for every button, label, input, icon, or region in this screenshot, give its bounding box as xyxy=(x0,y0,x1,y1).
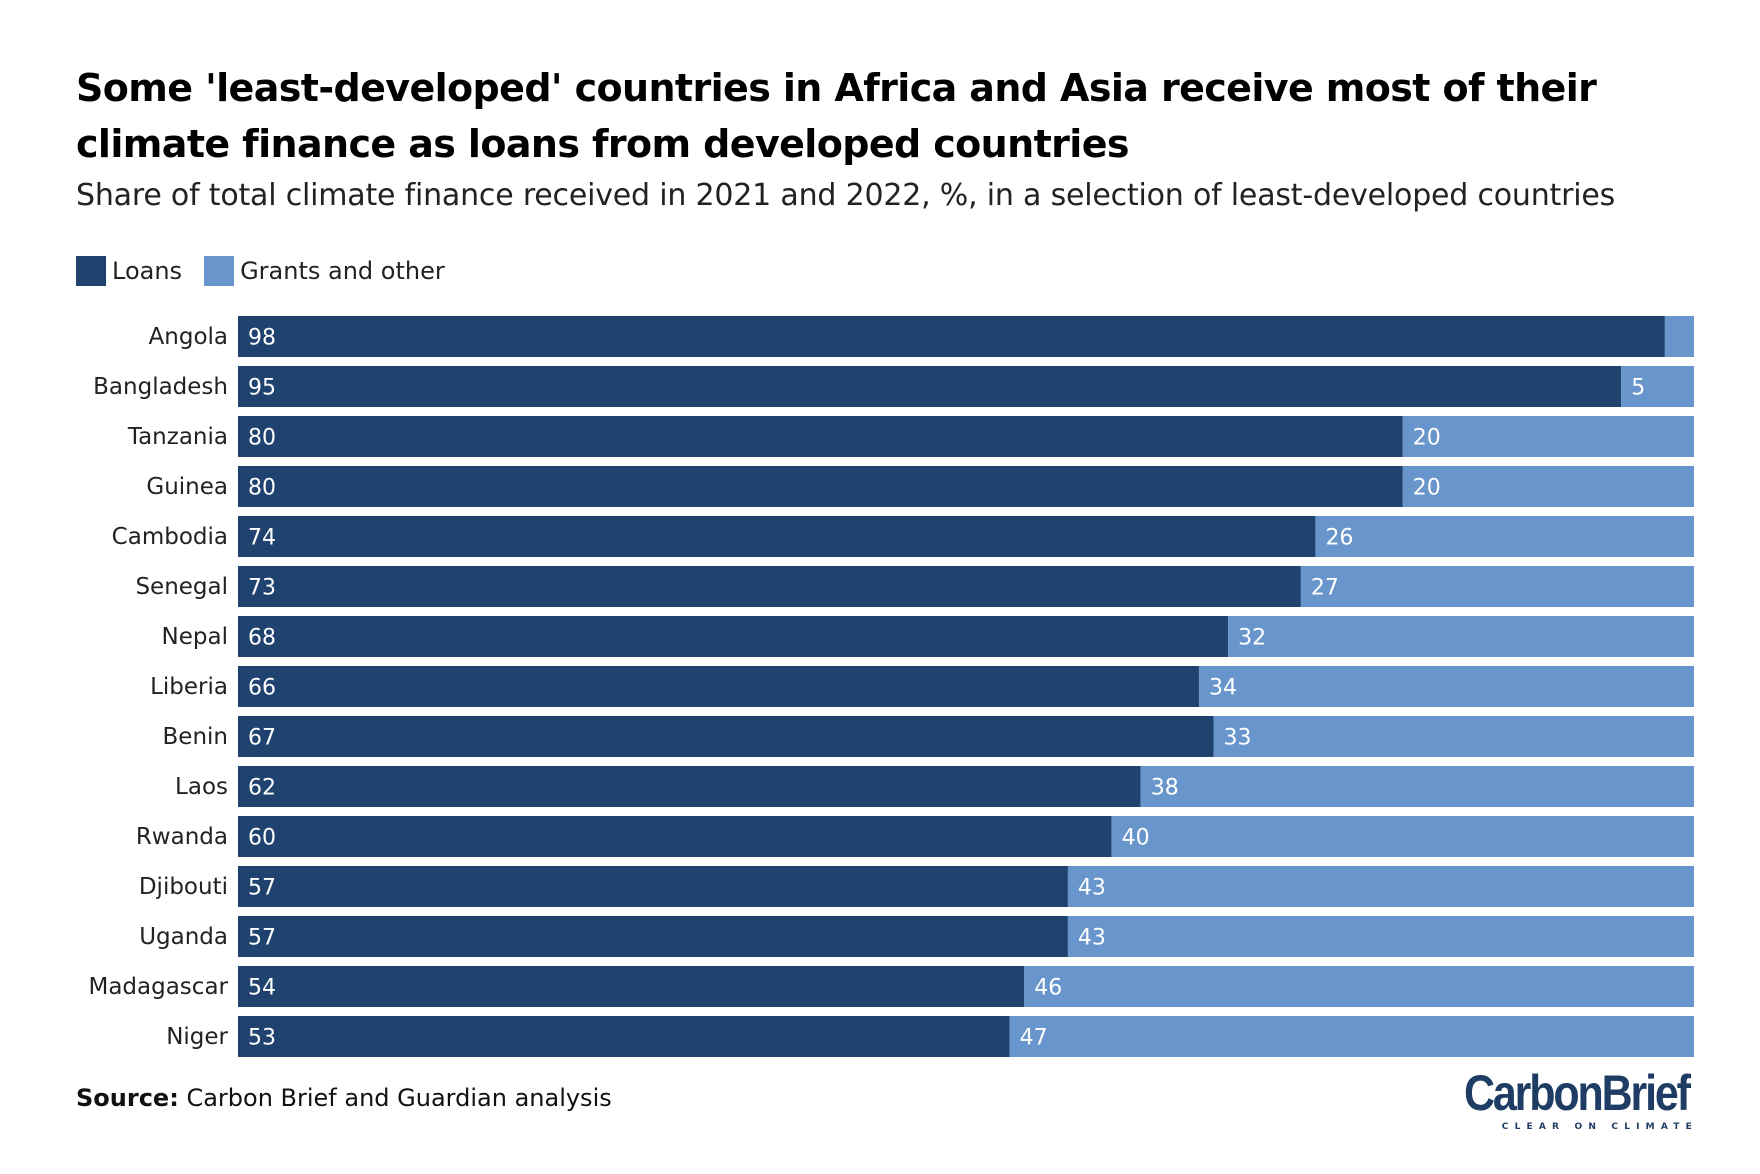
category-label-tanzania: Tanzania xyxy=(127,424,228,450)
bar-grants-laos xyxy=(1140,766,1694,807)
value-label-grants-niger: 47 xyxy=(1020,1026,1048,1051)
legend-label-loans: Loans xyxy=(112,257,183,285)
value-label-loans-cambodia: 74 xyxy=(248,526,276,551)
category-label-guinea: Guinea xyxy=(146,474,228,500)
legend-swatch-loans xyxy=(76,256,106,286)
value-label-grants-cambodia: 26 xyxy=(1325,526,1353,551)
logo-tagline: CLEAR ON CLIMATE xyxy=(1501,1122,1698,1132)
value-label-grants-djibouti: 43 xyxy=(1078,876,1106,901)
carbon-brief-logo: CarbonBrief CLEAR ON CLIMATE xyxy=(1464,1066,1700,1132)
value-label-loans-senegal: 73 xyxy=(248,576,276,601)
bar-grants-bangladesh xyxy=(1621,366,1694,407)
bar-loans-angola xyxy=(238,316,1665,357)
bar-grants-senegal xyxy=(1300,566,1694,607)
category-label-uganda: Uganda xyxy=(139,924,228,950)
category-label-rwanda: Rwanda xyxy=(136,824,228,850)
bar-grants-angola xyxy=(1664,316,1694,357)
category-label-benin: Benin xyxy=(163,724,228,750)
bar-grants-benin xyxy=(1213,716,1694,757)
bar-grants-liberia xyxy=(1198,666,1694,707)
bar-grants-uganda xyxy=(1067,916,1694,957)
bar-loans-liberia xyxy=(238,666,1199,707)
category-label-madagascar: Madagascar xyxy=(88,974,228,1000)
category-label-senegal: Senegal xyxy=(135,574,228,600)
category-label-cambodia: Cambodia xyxy=(112,524,228,550)
bar-grants-madagascar xyxy=(1024,966,1694,1007)
bar-grants-djibouti xyxy=(1067,866,1694,907)
source-label: Source: xyxy=(76,1084,179,1112)
value-label-loans-laos: 62 xyxy=(248,776,276,801)
legend-item-grants: Grants and other xyxy=(204,256,445,286)
legend-label-grants: Grants and other xyxy=(240,257,445,285)
bar-loans-laos xyxy=(238,766,1141,807)
category-label-bangladesh: Bangladesh xyxy=(93,374,228,400)
value-label-grants-guinea: 20 xyxy=(1413,476,1441,501)
value-label-grants-senegal: 27 xyxy=(1311,576,1339,601)
legend: Loans Grants and other xyxy=(76,256,467,286)
category-label-nepal: Nepal xyxy=(162,624,228,650)
bar-loans-madagascar xyxy=(238,966,1025,1007)
value-label-loans-niger: 53 xyxy=(248,1026,276,1051)
value-label-grants-liberia: 34 xyxy=(1209,676,1237,701)
bar-chart: Angola 98 Bangladesh 95 5 Tanzania 80 20 Guinea 8… xyxy=(88,316,1694,1057)
category-label-angola: Angola xyxy=(149,324,228,350)
value-label-loans-bangladesh: 95 xyxy=(248,376,276,401)
value-label-grants-tanzania: 20 xyxy=(1413,426,1441,451)
value-label-loans-angola: 98 xyxy=(248,326,276,351)
bar-loans-djibouti xyxy=(238,866,1068,907)
value-label-loans-madagascar: 54 xyxy=(248,976,276,1001)
value-label-loans-djibouti: 57 xyxy=(248,876,276,901)
category-label-liberia: Liberia xyxy=(150,674,228,700)
value-label-loans-benin: 67 xyxy=(248,726,276,751)
bar-grants-cambodia xyxy=(1315,516,1694,557)
value-label-grants-benin: 33 xyxy=(1224,726,1252,751)
chart-subtitle: Share of total climate finance received … xyxy=(76,178,1616,213)
logo-wordmark: CarbonBrief xyxy=(1464,1065,1691,1121)
value-label-grants-uganda: 43 xyxy=(1078,926,1106,951)
bar-loans-benin xyxy=(238,716,1214,757)
bar-grants-rwanda xyxy=(1111,816,1694,857)
bar-loans-bangladesh xyxy=(238,366,1622,407)
value-label-grants-rwanda: 40 xyxy=(1122,826,1150,851)
bar-loans-senegal xyxy=(238,566,1301,607)
value-label-loans-tanzania: 80 xyxy=(248,426,276,451)
legend-item-loans: Loans xyxy=(76,256,182,286)
bar-grants-niger xyxy=(1009,1016,1694,1057)
bar-loans-nepal xyxy=(238,616,1229,657)
bar-grants-nepal xyxy=(1228,616,1694,657)
bar-loans-tanzania xyxy=(238,416,1403,457)
chart-title: Some 'least-developed' countries in Afri… xyxy=(76,66,1597,166)
bar-grants-guinea xyxy=(1402,466,1694,507)
value-label-grants-madagascar: 46 xyxy=(1034,976,1062,1001)
source-note: Source: Carbon Brief and Guardian analys… xyxy=(76,1084,612,1112)
bar-loans-niger xyxy=(238,1016,1010,1057)
value-label-loans-guinea: 80 xyxy=(248,476,276,501)
bar-loans-guinea xyxy=(238,466,1403,507)
category-label-laos: Laos xyxy=(175,774,228,800)
bar-loans-cambodia xyxy=(238,516,1316,557)
bar-grants-tanzania xyxy=(1402,416,1694,457)
bar-loans-rwanda xyxy=(238,816,1112,857)
value-label-grants-nepal: 32 xyxy=(1238,626,1266,651)
category-label-djibouti: Djibouti xyxy=(139,874,228,900)
value-label-loans-liberia: 66 xyxy=(248,676,276,701)
value-label-grants-laos: 38 xyxy=(1151,776,1179,801)
category-label-niger: Niger xyxy=(166,1024,228,1050)
source-text: Carbon Brief and Guardian analysis xyxy=(186,1084,612,1112)
value-label-loans-nepal: 68 xyxy=(248,626,276,651)
legend-swatch-grants xyxy=(204,256,235,286)
value-label-grants-bangladesh: 5 xyxy=(1631,376,1645,401)
value-label-loans-rwanda: 60 xyxy=(248,826,276,851)
value-label-loans-uganda: 57 xyxy=(248,926,276,951)
bar-loans-uganda xyxy=(238,916,1068,957)
